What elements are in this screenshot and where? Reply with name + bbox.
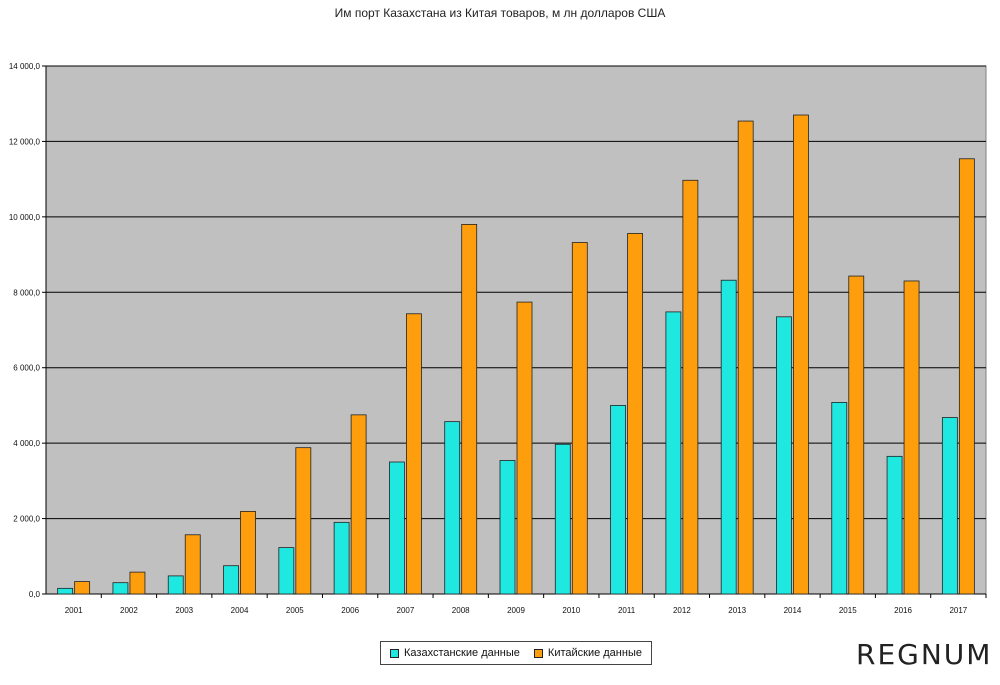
bar-kazakhstan — [776, 316, 792, 595]
y-tick-label: 2 000,0 — [13, 515, 40, 524]
bar-china — [240, 511, 256, 595]
x-tick-label: 2014 — [784, 606, 802, 615]
y-tick-label: 14 000,0 — [9, 62, 41, 71]
y-tick-label: 0,0 — [29, 590, 41, 599]
bar-china — [627, 233, 643, 595]
y-tick-label: 10 000,0 — [9, 213, 41, 222]
bar-kazakhstan — [886, 455, 903, 595]
x-tick-label: 2012 — [673, 606, 691, 615]
bar-china — [406, 313, 422, 595]
bar-china — [848, 275, 865, 595]
bar-kazakhstan — [333, 521, 350, 595]
x-tick-label: 2004 — [231, 606, 249, 615]
legend-item-china: Китайские данные — [533, 647, 642, 659]
bar-kazakhstan — [665, 311, 682, 595]
bar-china — [793, 114, 809, 595]
bar-kazakhstan — [389, 461, 405, 595]
bar-kazakhstan — [223, 565, 239, 595]
bar-china — [903, 280, 920, 595]
bar-china — [958, 158, 975, 595]
regnum-logo: REGNUM — [856, 638, 993, 671]
bar-china — [571, 242, 588, 595]
x-tick-label: 2010 — [562, 606, 580, 615]
bar-kazakhstan — [720, 279, 737, 595]
bar-kazakhstan — [941, 417, 958, 595]
bar-kazakhstan — [499, 460, 516, 595]
bar-kazakhstan — [444, 421, 461, 595]
bar-china — [461, 223, 478, 595]
bar-kazakhstan — [610, 405, 626, 595]
bar-china — [350, 414, 367, 595]
bar-kazakhstan — [57, 587, 74, 595]
bar-kazakhstan — [554, 443, 571, 595]
bar-china — [516, 301, 533, 595]
x-tick-label: 2001 — [65, 606, 83, 615]
y-tick-label: 12 000,0 — [9, 137, 41, 146]
bar-china — [295, 447, 312, 595]
x-tick-label: 2005 — [286, 606, 304, 615]
bar-kazakhstan — [278, 547, 295, 595]
x-tick-label: 2017 — [949, 606, 967, 615]
x-tick-label: 2015 — [839, 606, 857, 615]
y-tick-label: 8 000,0 — [13, 288, 40, 297]
bar-kazakhstan — [112, 582, 129, 595]
x-tick-label: 2008 — [452, 606, 470, 615]
plot-area — [45, 65, 987, 595]
chart-title: Им порт Казахстана из Китая товаров, м л… — [334, 6, 666, 20]
bar-china — [184, 534, 201, 595]
x-tick-label: 2011 — [618, 606, 636, 615]
bar-kazakhstan — [831, 402, 848, 595]
bar-china — [737, 120, 754, 595]
y-tick-label: 4 000,0 — [13, 439, 40, 448]
legend-label-china: Китайские данные — [547, 647, 642, 659]
bar-kazakhstan — [167, 575, 184, 595]
legend-swatch-china — [533, 648, 543, 658]
bar-china — [74, 581, 91, 595]
legend-swatch-kazakhstan — [390, 648, 400, 658]
legend-item-kazakhstan: Казахстанские данные — [390, 647, 520, 659]
chart-legend: Казахстанские данные Китайские данные — [380, 641, 652, 665]
x-tick-label: 2013 — [728, 606, 746, 615]
x-tick-label: 2003 — [175, 606, 193, 615]
x-tick-label: 2009 — [507, 606, 525, 615]
x-tick-label: 2016 — [894, 606, 912, 615]
x-tick-label: 2007 — [397, 606, 415, 615]
bar-china — [682, 179, 699, 595]
bar-china — [129, 571, 146, 595]
y-tick-label: 6 000,0 — [13, 364, 40, 373]
x-tick-label: 2002 — [120, 606, 138, 615]
x-tick-label: 2006 — [341, 606, 359, 615]
legend-label-kazakhstan: Казахстанские данные — [404, 647, 520, 659]
